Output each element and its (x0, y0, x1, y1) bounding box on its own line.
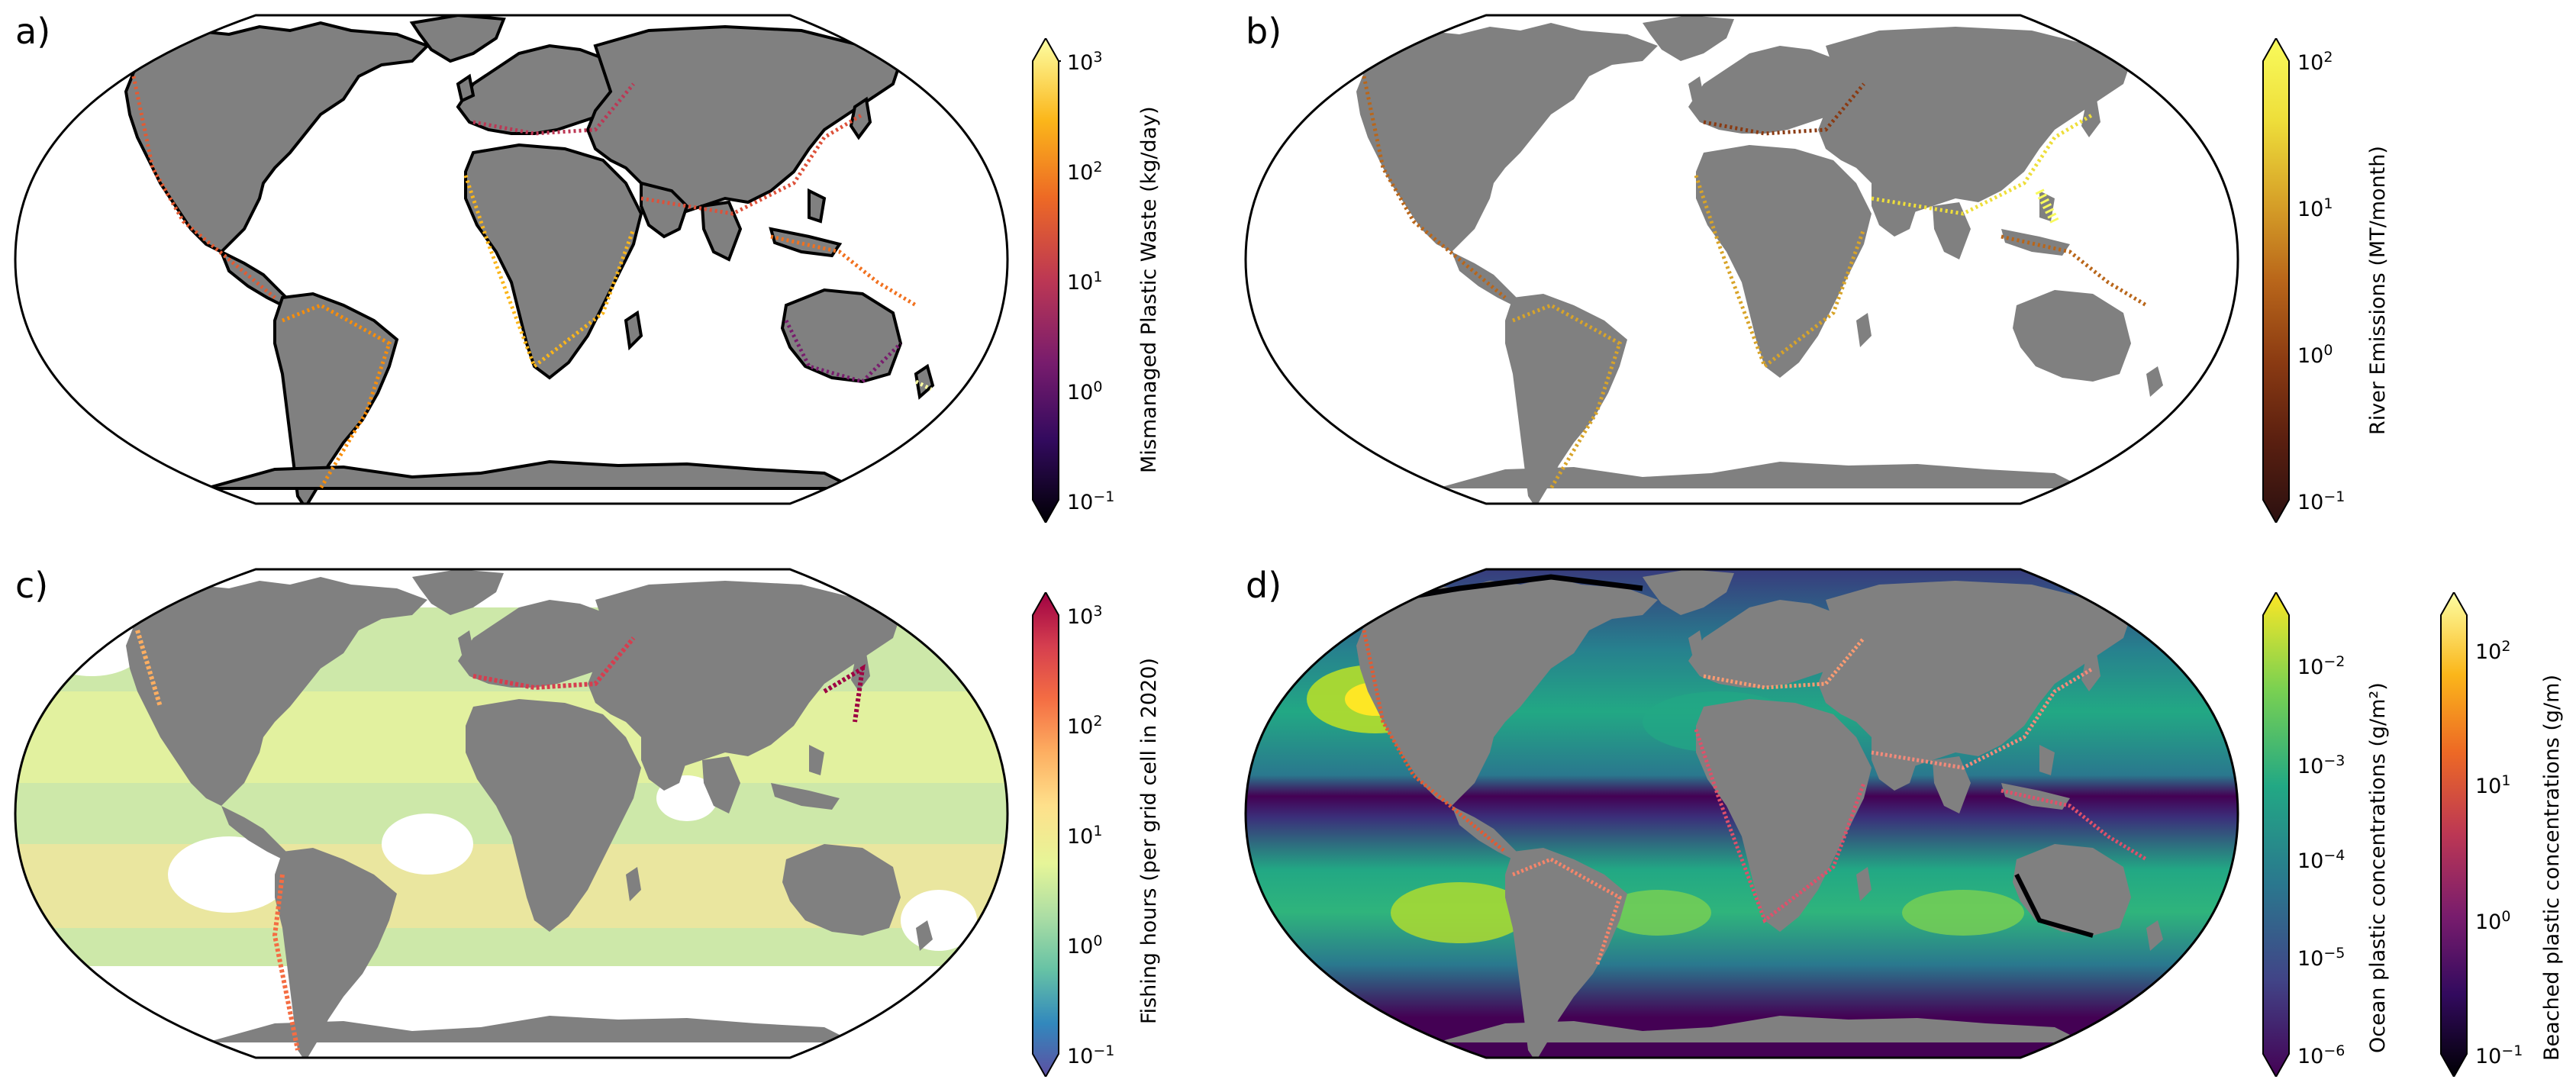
tick-a-1: 100 (1067, 379, 1103, 404)
colorbar-a (1032, 38, 1061, 523)
panel-label-d: d) (1246, 565, 1282, 606)
tick-d-4: 10−2 (2297, 653, 2345, 679)
map-panel-b (1244, 14, 2239, 505)
colorbar-c (1032, 592, 1059, 1077)
river-emission-points-b (1362, 76, 2148, 490)
tick-d2-0: 10−1 (2475, 1042, 2523, 1068)
tick-d2-3: 102 (2475, 638, 2511, 664)
map-panel-a (14, 14, 1009, 505)
panel-label-a: a) (15, 11, 51, 52)
tick-d-0: 10−6 (2297, 1042, 2345, 1068)
tick-c-0: 10−1 (1067, 1042, 1115, 1068)
colorbar-label-d-beached: Beached plastic concentrations (g/m) (2540, 675, 2564, 1061)
tick-c-1: 100 (1067, 933, 1103, 959)
colorbar-label-c: Fishing hours (per grid cell in 2020) (1137, 658, 1161, 1024)
map-panel-d (1244, 568, 2239, 1059)
colorbar-d-beached (2440, 592, 2468, 1077)
tick-c-4: 103 (1067, 603, 1103, 629)
tick-b-1: 100 (2297, 342, 2333, 368)
colorbar-label-d-ocean: Ocean plastic concentrations (g/m²) (2366, 682, 2390, 1053)
fishing-hotspots-c (135, 630, 866, 1051)
tick-d-2: 10−4 (2297, 847, 2345, 873)
colorbar-d-ocean (2262, 592, 2290, 1077)
coastal-waste-points-a (131, 76, 933, 490)
panel-label-b: b) (1246, 11, 1282, 52)
tick-d-3: 10−3 (2297, 752, 2345, 778)
map-panel-c (14, 568, 1009, 1059)
tick-c-2: 101 (1067, 823, 1103, 849)
tick-a-0: 10−1 (1067, 488, 1115, 514)
tick-b-0: 10−1 (2297, 488, 2345, 514)
panel-label-c: c) (15, 565, 49, 606)
tick-d2-1: 100 (2475, 908, 2511, 934)
tick-b-3: 102 (2297, 49, 2333, 75)
tick-a-2: 101 (1067, 269, 1103, 295)
tick-c-3: 102 (1067, 713, 1103, 739)
tick-d-1: 10−5 (2297, 945, 2345, 971)
colorbar-b (2262, 38, 2290, 523)
colorbar-label-b: River Emissions (MT/month) (2366, 146, 2390, 435)
tick-b-2: 101 (2297, 195, 2333, 221)
colorbar-label-a: Mismanaged Plastic Waste (kg/day) (1137, 106, 1161, 473)
tick-d2-2: 101 (2475, 772, 2511, 798)
tick-a-3: 102 (1067, 159, 1103, 185)
tick-a-4: 103 (1067, 49, 1103, 75)
